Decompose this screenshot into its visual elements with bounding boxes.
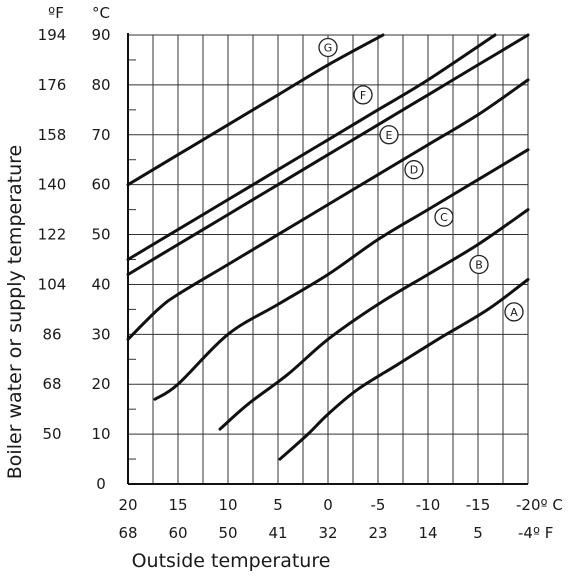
curve-g xyxy=(126,33,385,187)
y-tick-fahrenheit: 176 xyxy=(38,76,67,94)
curve-label-circle-f xyxy=(353,85,373,105)
y-tick-fahrenheit: 68 xyxy=(42,375,61,393)
curve-label-f: F xyxy=(360,89,366,102)
curve-f xyxy=(126,33,497,261)
x-tick-fahrenheit: 14 xyxy=(418,524,437,542)
x-tick-fahrenheit: 5 xyxy=(473,524,483,542)
curve-label-circle-b xyxy=(469,254,489,275)
curve-b xyxy=(218,208,530,431)
curve-a xyxy=(278,278,530,461)
x-tick-fahrenheit: -4º F xyxy=(518,524,553,542)
x-tick-celsius: 15 xyxy=(168,496,187,514)
x-tick-celsius: -5 xyxy=(371,496,386,514)
x-axis-title: Outside temperature xyxy=(132,550,331,572)
curve-label-circle-d xyxy=(404,160,424,180)
y-tick-celsius: 50 xyxy=(91,226,110,244)
y-tick-celsius: 10 xyxy=(91,425,110,443)
x-tick-celsius: -15 xyxy=(466,496,491,514)
curve-label-circle-g xyxy=(318,37,338,58)
curves xyxy=(126,33,530,461)
x-tick-celsius: 20 xyxy=(118,496,137,514)
x-tick-celsius: -20º C xyxy=(516,496,563,514)
curve-label-b: B xyxy=(475,258,483,271)
curve-label-circle-e xyxy=(379,125,399,145)
grid xyxy=(127,34,529,485)
curve-d xyxy=(126,78,530,341)
curve-label-g: G xyxy=(324,41,333,54)
y-tick-celsius: 0 xyxy=(96,475,106,493)
x-tick-celsius: 0 xyxy=(323,496,333,514)
curve-label-a: A xyxy=(510,306,518,319)
y-unit-celsius: °C xyxy=(92,4,110,22)
x-tick-fahrenheit: 41 xyxy=(268,524,287,542)
y-tick-fahrenheit: 140 xyxy=(38,176,67,194)
y-tick-celsius: 90 xyxy=(91,26,110,44)
y-tick-fahrenheit: 50 xyxy=(42,425,61,443)
y-tick-celsius: 30 xyxy=(91,325,110,343)
y-tick-fahrenheit: 158 xyxy=(38,126,67,144)
x-tick-fahrenheit: 68 xyxy=(118,524,137,542)
y-unit-fahrenheit: ºF xyxy=(48,4,64,22)
y-tick-fahrenheit: 194 xyxy=(38,26,67,44)
y-tick-celsius: 20 xyxy=(91,375,110,393)
y-tick-celsius: 70 xyxy=(91,126,110,144)
x-tick-fahrenheit: 32 xyxy=(318,524,337,542)
y-tick-celsius: 80 xyxy=(91,76,110,94)
tick-labels: 0105020683086401045012260140701588017690… xyxy=(38,26,563,542)
x-tick-fahrenheit: 50 xyxy=(218,524,237,542)
curve-label-e: E xyxy=(386,129,393,142)
y-axis-title: Boiler water or supply temperature xyxy=(4,145,26,479)
y-tick-celsius: 60 xyxy=(91,176,110,194)
curve-c xyxy=(153,148,530,401)
x-tick-fahrenheit: 60 xyxy=(168,524,187,542)
y-tick-fahrenheit: 104 xyxy=(38,275,67,293)
x-tick-celsius: 10 xyxy=(218,496,237,514)
curve-e xyxy=(126,33,530,276)
y-tick-celsius: 40 xyxy=(91,275,110,293)
x-tick-celsius: -10 xyxy=(416,496,441,514)
curve-label-d: D xyxy=(410,164,418,177)
y-tick-fahrenheit: 86 xyxy=(42,325,61,343)
curve-label-c: C xyxy=(440,211,448,224)
x-tick-celsius: 5 xyxy=(273,496,283,514)
curve-label-circle-c xyxy=(434,207,454,227)
x-tick-fahrenheit: 23 xyxy=(368,524,387,542)
curve-label-circle-a xyxy=(504,302,524,322)
y-tick-fahrenheit: 122 xyxy=(38,226,67,244)
curve-labels: A B C D E F G xyxy=(318,37,524,322)
